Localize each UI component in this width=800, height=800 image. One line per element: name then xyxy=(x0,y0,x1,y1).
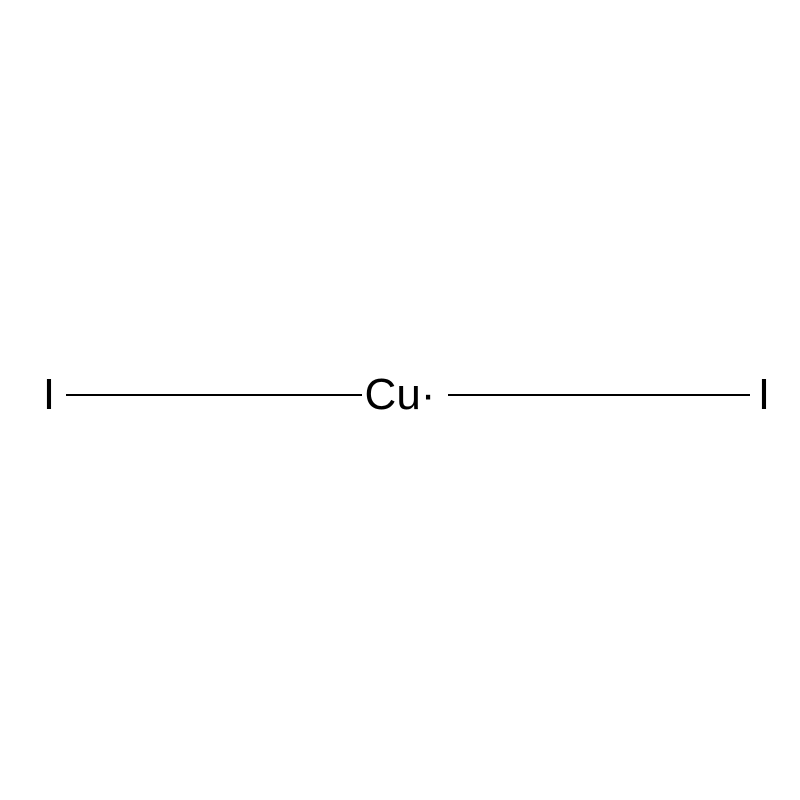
right-iodine-label: I xyxy=(758,373,770,417)
molecule-canvas: I Cu· I xyxy=(0,0,800,800)
bond-right xyxy=(448,394,750,396)
bond-left xyxy=(66,394,362,396)
center-copper-label: Cu· xyxy=(365,373,436,417)
left-iodine-label: I xyxy=(43,373,55,417)
